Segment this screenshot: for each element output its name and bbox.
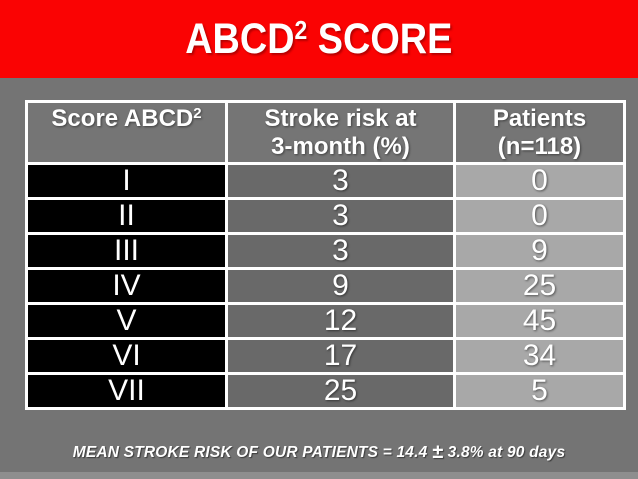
column-header-score: Score ABCD2 xyxy=(25,100,228,165)
plus-minus-symbol: ± xyxy=(431,441,444,463)
slide-title: ABCD2 SCORE xyxy=(185,15,452,64)
column-header-score-superscript: 2 xyxy=(193,105,202,122)
risk-cell: 17 xyxy=(225,337,456,375)
column-header-stroke-risk-line1: Stroke risk at xyxy=(264,105,417,132)
patients-cell: 9 xyxy=(453,232,626,270)
patients-cell: 34 xyxy=(453,337,626,375)
title-banner: ABCD2 SCORE xyxy=(0,0,638,78)
slide-bottom-edge xyxy=(0,472,638,479)
table-row: II 3 0 xyxy=(25,197,626,235)
score-cell: II xyxy=(25,197,228,235)
patients-cell: 5 xyxy=(453,372,626,410)
column-header-patients: Patients (n=118) xyxy=(453,100,626,165)
score-cell: V xyxy=(25,302,228,340)
column-header-stroke-risk: Stroke risk at 3-month (%) xyxy=(225,100,456,165)
table-row: VI 17 34 xyxy=(25,337,626,375)
risk-cell: 9 xyxy=(225,267,456,305)
table-row: VII 25 5 xyxy=(25,372,626,410)
column-header-patients-line1: Patients xyxy=(492,105,587,132)
risk-cell: 12 xyxy=(225,302,456,340)
table-row: IV 9 25 xyxy=(25,267,626,305)
abcd2-score-table: Score ABCD2 Stroke risk at 3-month (%) P… xyxy=(25,100,626,410)
patients-cell: 25 xyxy=(453,267,626,305)
risk-cell: 25 xyxy=(225,372,456,410)
note-text-after: 3.8% at 90 days xyxy=(443,444,566,461)
header-row: Score ABCD2 Stroke risk at 3-month (%) P… xyxy=(25,100,626,165)
patients-cell: 0 xyxy=(453,197,626,235)
title-superscript: 2 xyxy=(294,14,308,45)
table-row: I 3 0 xyxy=(25,162,626,200)
table-row: V 12 45 xyxy=(25,302,626,340)
patients-cell: 0 xyxy=(453,162,626,200)
note-text-before: MEAN STROKE RISK OF OUR PATIENTS = 14.4 xyxy=(72,444,432,461)
title-text-rest: SCORE xyxy=(307,14,453,63)
column-header-score-label: Score ABCD xyxy=(51,105,194,132)
mean-stroke-risk-note: MEAN STROKE RISK OF OUR PATIENTS = 14.4 … xyxy=(0,441,638,464)
score-cell: I xyxy=(25,162,228,200)
score-cell: VI xyxy=(25,337,228,375)
patients-cell: 45 xyxy=(453,302,626,340)
column-header-stroke-risk-line2: 3-month (%) xyxy=(271,132,410,160)
score-cell: III xyxy=(25,232,228,270)
risk-cell: 3 xyxy=(225,232,456,270)
column-header-patients-line2: (n=118) xyxy=(497,132,582,160)
score-cell: VII xyxy=(25,372,228,410)
risk-cell: 3 xyxy=(225,162,456,200)
risk-cell: 3 xyxy=(225,197,456,235)
table-row: III 3 9 xyxy=(25,232,626,270)
title-text: ABCD xyxy=(185,14,295,63)
score-cell: IV xyxy=(25,267,228,305)
